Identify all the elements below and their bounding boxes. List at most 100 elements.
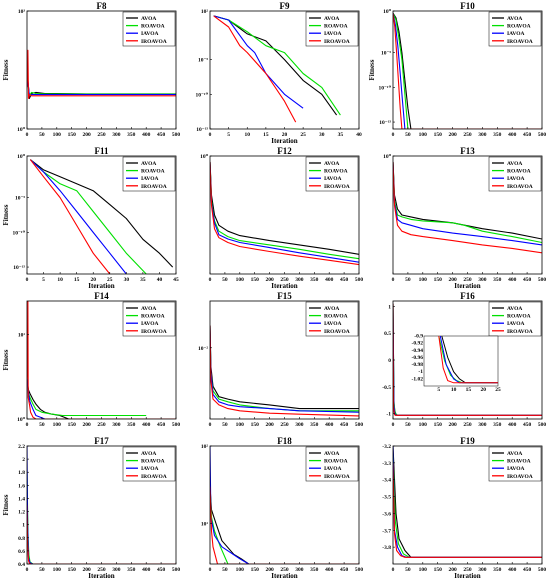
chart-svg: F18 0 50 100 150 200 250 300 350 400 450 500 10² 10¹ I… [201, 436, 364, 580]
y-tick-label: -3.4 [382, 478, 391, 484]
chart-panel-f17: F17 0 50 100 150 200 250 300 350 400 450 500 2.2 2 1.8… [0, 436, 183, 581]
y-axis-label: Fitness [2, 349, 10, 370]
chart-title: F17 [94, 436, 109, 446]
legend-label: IAVOA [324, 321, 342, 327]
series-line-roavoa [27, 83, 176, 97]
x-tick-label: 150 [68, 132, 77, 138]
x-tick-label: 350 [310, 277, 319, 283]
x-axis-label: Iteration [454, 282, 481, 290]
legend-label: IROAVOA [507, 329, 533, 335]
chart-title: F15 [277, 291, 292, 301]
x-tick-label: 5 [42, 277, 45, 283]
x-tick-label: 300 [295, 567, 304, 573]
legend-label: IROAVOA [324, 474, 350, 480]
x-tick-label: 10 [245, 132, 251, 138]
y-tick-label: 10⁰ [200, 153, 209, 160]
legend-label: ROAVOA [324, 24, 348, 30]
x-axis-label: Iteration [271, 572, 298, 580]
x-tick-label: 200 [265, 422, 274, 428]
x-tick-label: 450 [523, 567, 532, 573]
legend-label: ROAVOA [324, 459, 348, 465]
legend-label: ROAVOA [141, 169, 165, 175]
x-tick-label: 100 [53, 567, 62, 573]
y-tick-label: 10⁰ [383, 153, 392, 160]
x-tick-label: 10 [57, 277, 63, 283]
legend-label: IAVOA [324, 31, 342, 37]
x-tick-label: 0 [209, 277, 212, 283]
chart-svg: F13 0 50 100 150 200 250 300 350 400 450 500 10⁰ Iter… [383, 146, 546, 290]
series-line-avoa [27, 378, 176, 419]
x-tick-label: 100 [236, 567, 245, 573]
y-tick-label: 10¹ [201, 521, 209, 527]
y-tick-label: -3.2 [382, 444, 391, 450]
legend-label: AVOA [141, 306, 156, 312]
inset-x-tick-label: 15 [466, 387, 472, 393]
x-tick-label: 450 [523, 422, 532, 428]
chart-panel-f14: F14 0 50 100 150 200 250 300 350 400 450 500 10¹ 10⁰ F… [0, 291, 183, 436]
inset-y-tick-label: -0.98 [412, 362, 424, 368]
x-tick-label: 300 [295, 277, 304, 283]
legend-label: ROAVOA [507, 314, 531, 320]
x-tick-label: 35 [338, 132, 344, 138]
legend-label: AVOA [141, 451, 156, 457]
x-tick-label: 0 [26, 132, 29, 138]
inset-y-tick-label: -1 [418, 369, 423, 375]
y-tick-label: 10⁻⁵ [198, 58, 208, 64]
y-tick-label: 2 [22, 457, 25, 463]
x-tick-label: 15 [263, 132, 269, 138]
x-tick-label: 200 [448, 132, 457, 138]
inset-x-tick-label: 20 [480, 387, 486, 393]
series-line-avoa [210, 325, 359, 410]
x-tick-label: 250 [280, 422, 289, 428]
x-tick-label: 200 [82, 567, 91, 573]
x-tick-label: 450 [157, 132, 166, 138]
chart-title: F18 [277, 436, 292, 446]
chart-svg: F19 0 50 100 150 200 250 300 350 400 450 500 -3.2 -3.… [382, 436, 546, 580]
legend-label: IAVOA [141, 176, 159, 182]
x-tick-label: 350 [310, 422, 319, 428]
legend-label: AVOA [141, 16, 156, 22]
series-line-iroavoa [393, 161, 542, 254]
x-tick-label: 0 [392, 277, 395, 283]
legend-label: IROAVOA [141, 329, 167, 335]
legend-label: IROAVOA [507, 184, 533, 190]
x-tick-label: 450 [340, 277, 349, 283]
legend-label: IAVOA [324, 466, 342, 472]
inset-x-tick-label: 10 [451, 387, 457, 393]
y-tick-label: -3.6 [382, 511, 391, 517]
x-tick-label: 250 [463, 422, 472, 428]
series-line-avoa [210, 486, 359, 564]
series-line-iroavoa [27, 504, 176, 564]
x-tick-label: 300 [478, 277, 487, 283]
x-tick-label: 400 [325, 422, 334, 428]
legend-label: ROAVOA [141, 314, 165, 320]
x-tick-label: 350 [493, 422, 502, 428]
legend-label: IAVOA [141, 466, 159, 472]
inset-y-tick-label: -0.92 [412, 341, 424, 347]
legend-label: AVOA [507, 16, 522, 22]
legend-label: IROAVOA [141, 184, 167, 190]
chart-title: F8 [97, 1, 107, 11]
series-line-avoa [210, 161, 359, 255]
y-tick-label: -3.7 [382, 528, 391, 534]
x-tick-label: 500 [355, 422, 364, 428]
y-tick-label: 10⁰ [383, 8, 392, 15]
x-tick-label: 250 [280, 567, 289, 573]
y-tick-label: 10⁰ [17, 153, 26, 160]
y-axis-label: Fitness [368, 59, 376, 80]
legend-label: ROAVOA [141, 459, 165, 465]
legend-label: ROAVOA [507, 24, 531, 30]
inset-x-tick-label: 25 [495, 387, 501, 393]
x-tick-label: 200 [448, 277, 457, 283]
x-tick-label: 0 [26, 567, 29, 573]
axes-frame [26, 155, 177, 275]
chart-title: F14 [94, 291, 109, 301]
